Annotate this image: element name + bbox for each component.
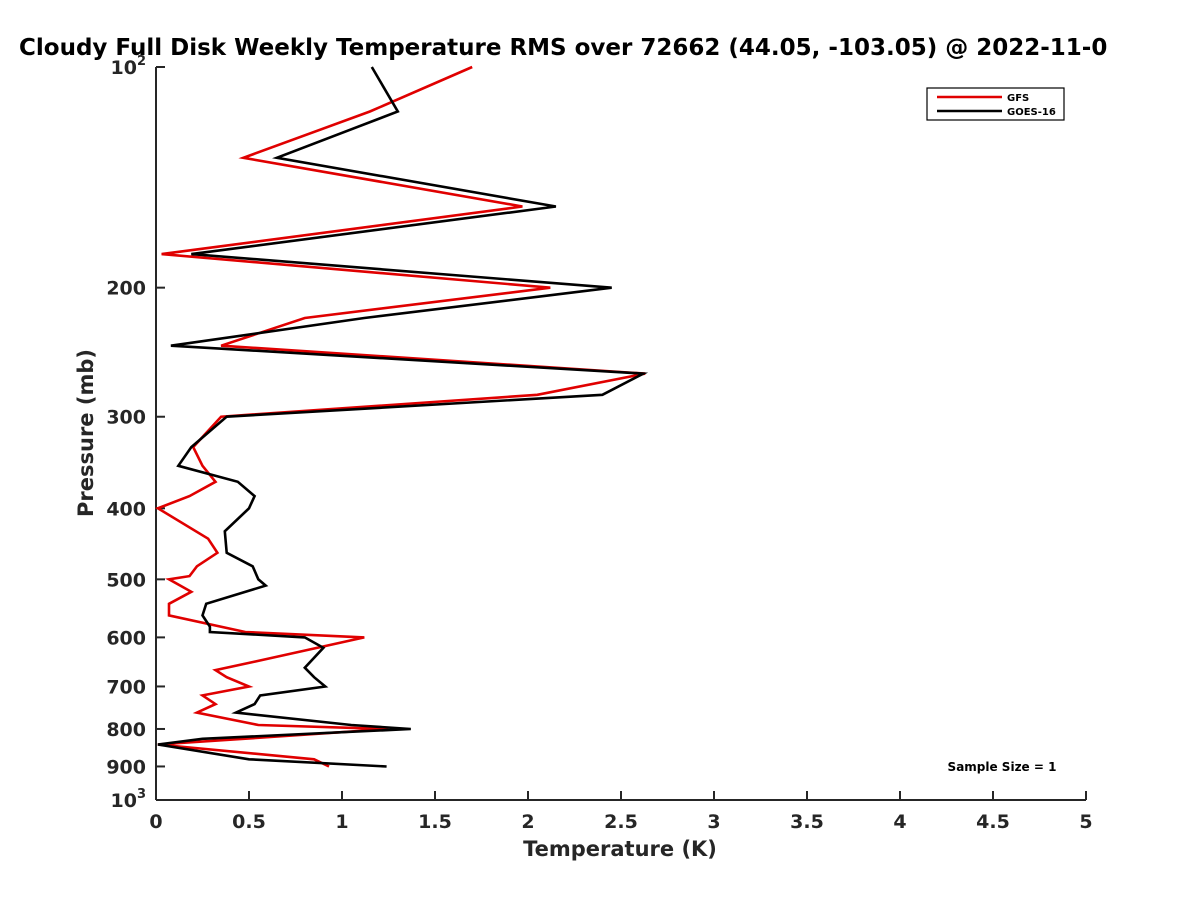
x-axis-label: Temperature (K) [523, 837, 717, 861]
x-tick-label: 4.5 [976, 811, 1010, 833]
axes: 0 0.5 1 1.5 2 2.5 3 3.5 4 4.5 5 102 200 300 400 500 600 7… [106, 54, 1092, 833]
x-tick-label: 1 [335, 811, 348, 833]
y-tick-label: 400 [106, 498, 146, 520]
legend-label: GOES-16 [1007, 107, 1056, 118]
x-tick-label: 3.5 [790, 811, 824, 833]
x-tick-label: 2.5 [604, 811, 638, 833]
y-tick-label: 900 [106, 756, 146, 778]
x-tick-label: 4 [893, 811, 906, 833]
sample-size-annotation: Sample Size = 1 [948, 760, 1057, 774]
series-layer [154, 65, 649, 768]
legend-label: GFS [1007, 93, 1029, 104]
x-tick-label: 0.5 [232, 811, 266, 833]
y-tick-label: 103 [111, 787, 147, 812]
series-line-goes-16 [157, 66, 649, 768]
y-tick-label: 700 [106, 676, 146, 698]
x-tick-label: 3 [707, 811, 720, 833]
legend-box [926, 87, 1065, 121]
y-axis-label: Pressure (mb) [74, 349, 98, 517]
y-tick-label: 500 [106, 569, 146, 591]
y-tick-label: 800 [106, 719, 146, 741]
x-tick-label: 2 [521, 811, 534, 833]
x-tick-label: 0 [149, 811, 162, 833]
x-tick-label: 1.5 [418, 811, 452, 833]
series-line-gfs [154, 65, 646, 768]
y-tick-label: 102 [111, 54, 147, 79]
y-tick-label: 300 [106, 407, 146, 429]
legend: GFS GOES-16 [926, 87, 1065, 121]
chart-title: Cloudy Full Disk Weekly Temperature RMS … [19, 35, 1107, 61]
y-tick-label: 600 [106, 627, 146, 649]
y-tick-label: 200 [106, 278, 146, 300]
x-tick-label: 5 [1079, 811, 1092, 833]
